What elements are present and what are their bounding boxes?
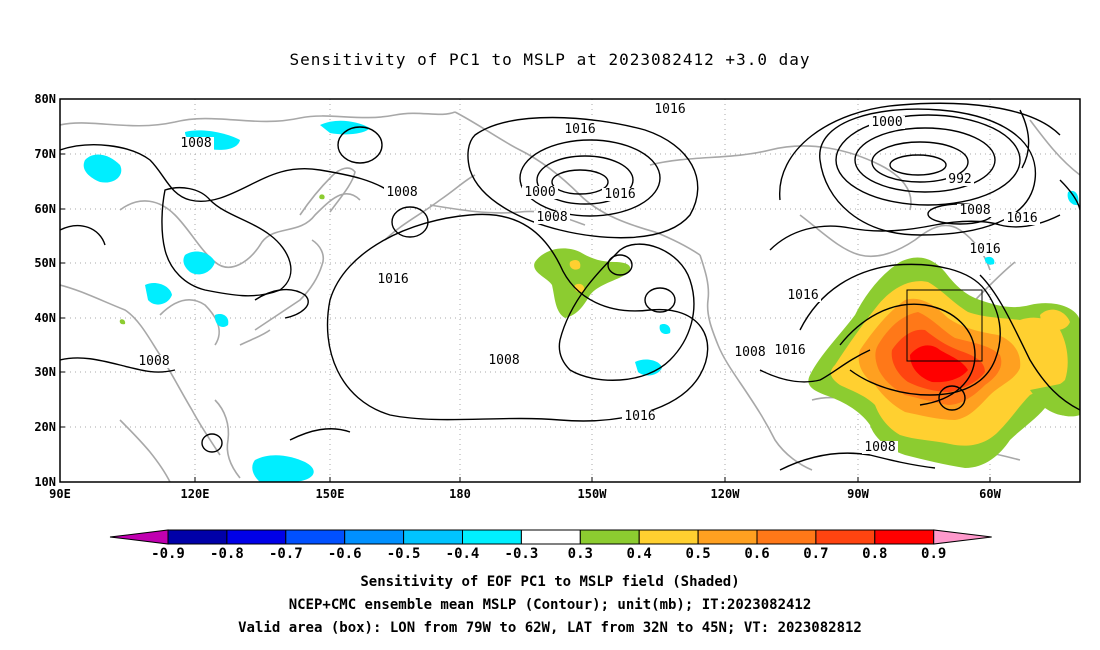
colorbar-label: 0.9 bbox=[921, 546, 946, 562]
contour-label: 1016 bbox=[604, 187, 635, 202]
contour-label-bg bbox=[486, 354, 522, 367]
valid-area-box bbox=[906, 289, 983, 362]
colorbar-label: 0.4 bbox=[627, 546, 652, 562]
colorbar-label: -0.9 bbox=[151, 546, 185, 562]
colorbar-segment bbox=[520, 529, 581, 545]
contour-label-bg bbox=[772, 344, 808, 357]
colorbar-triangle-left bbox=[109, 529, 169, 545]
colorbar-label: -0.6 bbox=[328, 546, 362, 562]
contour-label-bg bbox=[1004, 212, 1040, 225]
caption-line-3: Valid area (box): LON from 79W to 62W, L… bbox=[238, 620, 862, 636]
lon-tick-label: 120W bbox=[711, 487, 741, 501]
contour-labels: 1016 1008 1016 1008 1000 1008 1016 1000 992 1008 1… bbox=[136, 102, 1040, 455]
lon-tick-label: 60W bbox=[979, 487, 1001, 501]
colorbar-label: -0.4 bbox=[446, 546, 480, 562]
colorbar-segment bbox=[285, 529, 346, 545]
colorbar-label: -0.8 bbox=[210, 546, 244, 562]
colorbar-label: -0.5 bbox=[387, 546, 421, 562]
contour-label-bg bbox=[522, 186, 558, 199]
colorbar-label: 0.3 bbox=[568, 546, 593, 562]
lat-tick-label: 10N bbox=[34, 475, 56, 489]
contour-label: 1008 bbox=[386, 185, 417, 200]
lat-tick-label: 60N bbox=[34, 202, 56, 216]
contour-label: 1016 bbox=[1006, 211, 1037, 226]
colorbar-segment bbox=[226, 529, 287, 545]
colorbar-label: 0.6 bbox=[744, 546, 769, 562]
lat-tick-label: 80N bbox=[34, 92, 56, 106]
lon-tick-label: 90W bbox=[847, 487, 869, 501]
lon-tick-label: 150W bbox=[578, 487, 608, 501]
colorbar-segment bbox=[579, 529, 640, 545]
mslp-contours bbox=[60, 102, 1080, 471]
contour-label: 1008 bbox=[959, 203, 990, 218]
contour-label: 1000 bbox=[871, 115, 902, 130]
contour-label: 1016 bbox=[774, 343, 805, 358]
contour-label-bg bbox=[136, 355, 172, 368]
contour-label-bg bbox=[534, 211, 570, 224]
contour-label-bg bbox=[384, 186, 420, 199]
lon-tick-label: 90E bbox=[49, 487, 71, 501]
lat-tick-label: 30N bbox=[34, 365, 56, 379]
colorbar-label: -0.7 bbox=[269, 546, 303, 562]
colorbar-segment bbox=[167, 529, 228, 545]
contour-label: 1008 bbox=[138, 354, 169, 369]
contour-label-bg bbox=[957, 204, 993, 217]
caption-line-1: Sensitivity of EOF PC1 to MSLP field (Sh… bbox=[360, 574, 740, 590]
lat-tick-label: 50N bbox=[34, 256, 56, 270]
colorbar-segment bbox=[403, 529, 464, 545]
contour-label: 1016 bbox=[969, 242, 1000, 257]
plot-title: Sensitivity of PC1 to MSLP at 2023082412… bbox=[289, 50, 811, 69]
caption-line-2: NCEP+CMC ensemble mean MSLP (Contour); u… bbox=[288, 597, 812, 613]
contour-label: 1016 bbox=[624, 409, 655, 424]
contour-label-bg bbox=[869, 116, 905, 129]
colorbar: -0.9 -0.8 -0.7 -0.6 -0.5 -0.4 -0.3 0.3 0.4 0.5 0.6… bbox=[109, 529, 992, 562]
contour-label-bg bbox=[375, 273, 411, 286]
colorbar-label: 0.5 bbox=[685, 546, 710, 562]
colorbar-segment bbox=[697, 529, 758, 545]
lon-tick-label: 180 bbox=[449, 487, 471, 501]
lat-tick-label: 40N bbox=[34, 311, 56, 325]
contour-label: 1016 bbox=[377, 272, 408, 287]
colorbar-segment bbox=[462, 529, 522, 545]
contour-label: 1016 bbox=[654, 102, 685, 117]
contour-label-bg bbox=[652, 103, 688, 116]
lat-tick-label: 20N bbox=[34, 420, 56, 434]
colorbar-segment bbox=[815, 529, 876, 545]
colorbar-label: -0.3 bbox=[505, 546, 539, 562]
contour-label: 1008 bbox=[180, 136, 211, 151]
colorbar-segment bbox=[756, 529, 817, 545]
contour-label: 1008 bbox=[734, 345, 765, 360]
contour-label: 1016 bbox=[564, 122, 595, 137]
colorbar-segment bbox=[874, 529, 935, 545]
contour-label-bg bbox=[967, 243, 1003, 256]
colorbar-segment bbox=[638, 529, 699, 545]
contour-label: 1000 bbox=[524, 185, 555, 200]
contour-label-bg bbox=[622, 410, 658, 423]
contour-label-bg bbox=[785, 289, 821, 302]
contour-label-bg bbox=[602, 188, 638, 201]
contour-label-bg bbox=[946, 173, 974, 186]
lon-tick-label: 150E bbox=[316, 487, 345, 501]
contour-label-bg bbox=[562, 123, 598, 136]
lat-tick-label: 70N bbox=[34, 147, 56, 161]
contour-label-bg bbox=[178, 137, 214, 150]
contour-label: 1016 bbox=[787, 288, 818, 303]
contour-label: 992 bbox=[948, 172, 971, 187]
lon-tick-label: 120E bbox=[181, 487, 210, 501]
contour-label: 1008 bbox=[536, 210, 567, 225]
colorbar-triangle-right bbox=[933, 529, 992, 545]
colorbar-segment bbox=[344, 529, 405, 545]
sensitivity-positive bbox=[119, 194, 1080, 468]
plot-frame bbox=[59, 98, 1081, 483]
colorbar-label: 0.7 bbox=[803, 546, 828, 562]
contour-label: 1008 bbox=[864, 440, 895, 455]
axis-ticks: 90E 120E 150E 180 150W 120W 90W 60W 80N 70N 60N 50N… bbox=[34, 92, 1001, 501]
contour-label-bg bbox=[862, 441, 898, 454]
colorbar-label: 0.8 bbox=[862, 546, 887, 562]
contour-label: 1008 bbox=[488, 353, 519, 368]
